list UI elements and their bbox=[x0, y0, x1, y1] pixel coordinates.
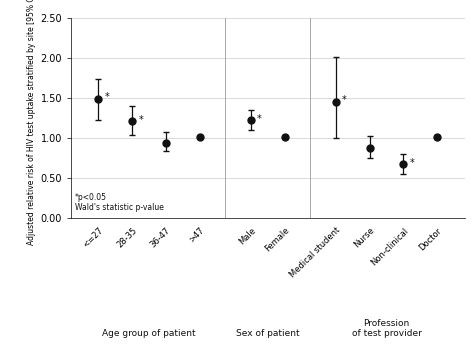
Text: *p<0.05
Wald's statistic p-value: *p<0.05 Wald's statistic p-value bbox=[75, 193, 164, 212]
Text: *: * bbox=[257, 114, 262, 124]
Text: *: * bbox=[138, 114, 143, 125]
Y-axis label: Adjusted relative risk of HIV test uptake stratified by site [95% CI]: Adjusted relative risk of HIV test uptak… bbox=[27, 0, 36, 245]
Text: *: * bbox=[342, 95, 346, 105]
Text: Sex of patient: Sex of patient bbox=[236, 329, 300, 338]
Text: *: * bbox=[410, 158, 414, 168]
Text: *: * bbox=[104, 92, 109, 102]
Text: Profession
of test provider: Profession of test provider bbox=[352, 319, 421, 338]
Text: Age group of patient: Age group of patient bbox=[102, 329, 196, 338]
